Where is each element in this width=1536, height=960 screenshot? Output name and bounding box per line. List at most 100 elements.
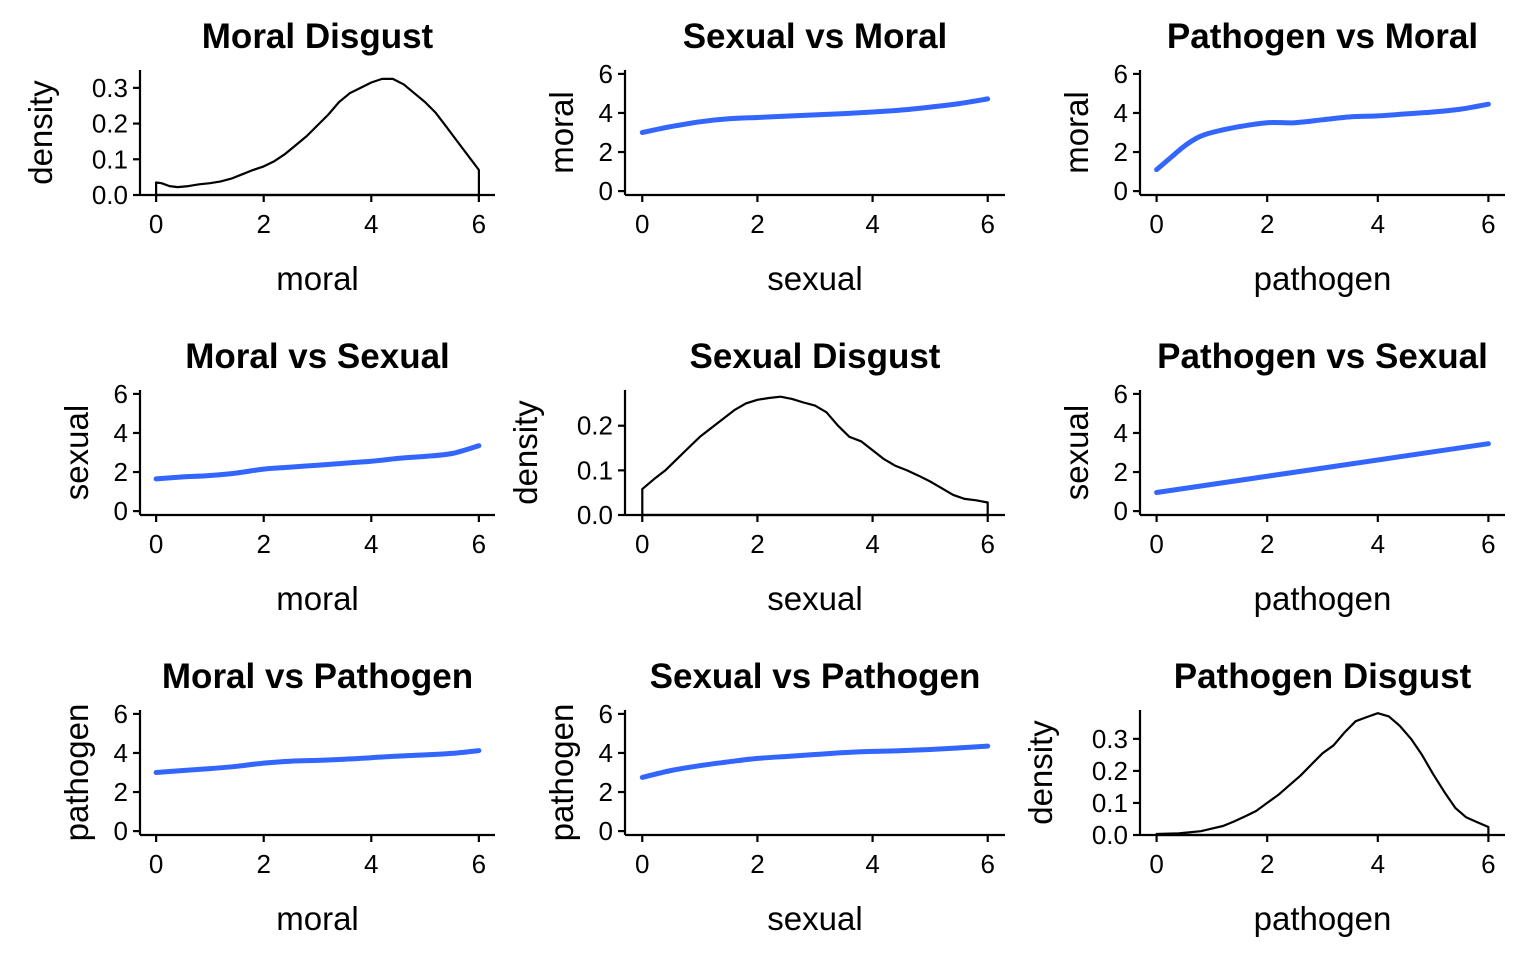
y-tick-label: 2	[1114, 457, 1128, 487]
y-tick-label: 2	[114, 777, 128, 807]
y-tick-label: 6	[599, 59, 613, 89]
x-tick-label: 0	[635, 529, 649, 559]
density-curve	[641, 395, 989, 517]
x-tick-label: 2	[750, 529, 764, 559]
y-tick-label: 4	[599, 98, 613, 128]
panel-4: Moral vs Sexual 0 2 4 6 0 2 4 6 moral sexual	[58, 337, 495, 617]
y-tick-label: 6	[114, 699, 128, 729]
panel-title: Moral Disgust	[202, 17, 434, 56]
y-tick-label: 0.1	[92, 144, 128, 174]
x-tick-label: 6	[1481, 209, 1495, 239]
x-tick-label: 2	[1260, 849, 1274, 879]
x-tick-label: 0	[1149, 209, 1163, 239]
smooth-line	[153, 443, 482, 482]
y-tick-label: 0.1	[577, 455, 613, 485]
x-tick-label: 6	[472, 209, 486, 239]
y-axis-label: density	[22, 80, 59, 185]
x-tick-label: 2	[256, 529, 270, 559]
x-axis-label: sexual	[767, 580, 862, 617]
panel-title: Moral vs Sexual	[185, 337, 450, 376]
x-tick-label: 0	[149, 209, 163, 239]
y-axis-label: density	[507, 400, 544, 505]
y-tick-label: 0	[114, 496, 128, 526]
density-curve	[1155, 712, 1490, 837]
y-tick-label: 4	[114, 418, 128, 448]
y-tick-label: 4	[1114, 418, 1128, 448]
y-tick-label: 4	[599, 738, 613, 768]
y-axis-label: sexual	[58, 405, 95, 500]
y-tick-label: 6	[599, 699, 613, 729]
x-axis-label: moral	[276, 900, 359, 937]
y-tick-label: 2	[114, 457, 128, 487]
x-axis-label: moral	[276, 580, 359, 617]
y-tick-label: 0.1	[1092, 788, 1128, 818]
x-tick-label: 6	[980, 849, 994, 879]
y-tick-label: 0	[1114, 176, 1128, 206]
y-axis-label: sexual	[1058, 405, 1095, 500]
panel-title: Pathogen vs Sexual	[1157, 337, 1488, 376]
x-tick-label: 6	[1481, 529, 1495, 559]
y-tick-label: 0.0	[92, 180, 128, 210]
x-tick-label: 2	[1260, 209, 1274, 239]
x-tick-label: 4	[364, 529, 378, 559]
panel-5: Sexual Disgust 0 2 4 6 0.0 0.1 0.2 sexual density	[507, 337, 1005, 617]
y-tick-label: 6	[1114, 59, 1128, 89]
y-tick-label: 2	[599, 137, 613, 167]
smooth-line	[1154, 101, 1491, 173]
panel-title: Sexual vs Moral	[683, 17, 948, 56]
y-axis-label: density	[1022, 720, 1059, 825]
x-tick-label: 4	[865, 849, 879, 879]
x-tick-label: 0	[1149, 849, 1163, 879]
panel-2: Sexual vs Moral 0 2 4 6 0 2 4 6 sexual moral	[543, 17, 1005, 297]
y-tick-label: 0.2	[1092, 756, 1128, 786]
x-tick-label: 0	[149, 529, 163, 559]
panel-8: Sexual vs Pathogen 0 2 4 6 0 2 4 6 sexual pathogen	[543, 657, 1005, 937]
panel-9: Pathogen Disgust 0 2 4 6 0.00.10.20.3 pathogen…	[1022, 657, 1505, 937]
smooth-line	[639, 743, 991, 780]
y-tick-label: 6	[1114, 379, 1128, 409]
panel-6: Pathogen vs Sexual 0 2 4 6 0 2 4 6 pathogen sexual	[1058, 337, 1505, 617]
x-tick-label: 4	[364, 849, 378, 879]
x-tick-label: 2	[256, 849, 270, 879]
x-tick-label: 0	[1149, 529, 1163, 559]
x-tick-label: 2	[1260, 529, 1274, 559]
y-tick-label: 0.3	[1092, 724, 1128, 754]
y-tick-label: 0.3	[92, 73, 128, 103]
y-tick-label: 0.0	[1092, 820, 1128, 850]
panel-3: Pathogen vs Moral 0 2 4 6 0 2 4 6 pathogen moral	[1058, 17, 1505, 297]
y-tick-label: 4	[1114, 98, 1128, 128]
x-tick-label: 4	[865, 209, 879, 239]
y-axis-label: moral	[543, 91, 580, 174]
x-axis-label: sexual	[767, 900, 862, 937]
x-tick-label: 4	[364, 209, 378, 239]
y-tick-label: 0	[599, 816, 613, 846]
x-tick-label: 4	[1371, 529, 1385, 559]
smooth-line	[153, 748, 482, 775]
panel-title: Moral vs Pathogen	[162, 657, 473, 696]
panel-title: Pathogen vs Moral	[1167, 17, 1478, 56]
y-tick-label: 2	[599, 777, 613, 807]
y-tick-label: 0	[599, 176, 613, 206]
x-axis-label: pathogen	[1254, 900, 1392, 937]
panel-title: Pathogen Disgust	[1174, 657, 1472, 696]
y-tick-label: 0.2	[92, 109, 128, 139]
x-tick-label: 6	[472, 849, 486, 879]
x-axis-label: sexual	[767, 260, 862, 297]
panel-title: Sexual vs Pathogen	[650, 657, 981, 696]
panel-1: Moral Disgust 0 2 4 6 0.0 0.1 0.2 0.3 moral densit…	[22, 17, 495, 297]
x-tick-label: 2	[256, 209, 270, 239]
y-axis-label: pathogen	[543, 704, 580, 842]
y-tick-label: 0.2	[577, 411, 613, 441]
y-tick-label: 4	[114, 738, 128, 768]
x-axis-label: pathogen	[1254, 580, 1392, 617]
panel-7: Moral vs Pathogen 0 2 4 6 0 2 4 6 moral pathogen	[58, 657, 495, 937]
x-tick-label: 0	[635, 849, 649, 879]
x-axis-label: moral	[276, 260, 359, 297]
y-tick-label: 0.0	[577, 500, 613, 530]
smooth-line	[639, 96, 991, 135]
x-tick-label: 4	[1371, 209, 1385, 239]
x-tick-label: 6	[980, 529, 994, 559]
x-tick-label: 2	[750, 209, 764, 239]
x-tick-label: 6	[980, 209, 994, 239]
